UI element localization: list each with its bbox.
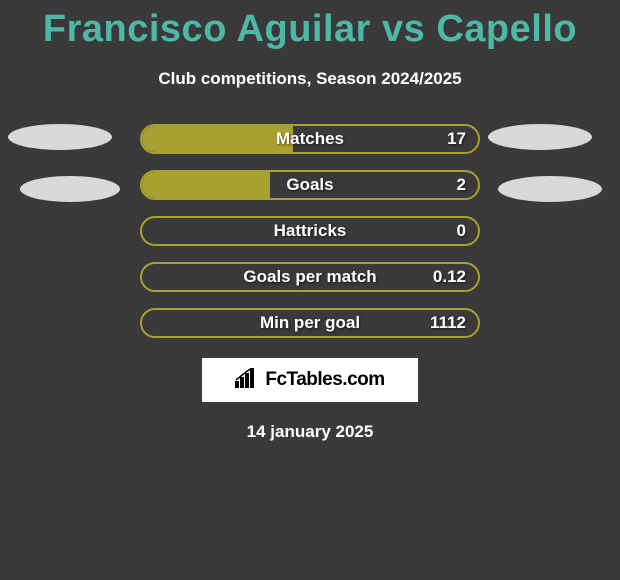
stat-row-goals-per-match: Goals per match 0.12 (140, 262, 480, 292)
stat-label: Hattricks (274, 221, 347, 241)
page-title: Francisco Aguilar vs Capello (0, 0, 620, 51)
logo-text: FcTables.com (265, 369, 384, 391)
stat-row-hattricks: Hattricks 0 (140, 216, 480, 246)
stat-label: Goals per match (243, 267, 376, 287)
stat-label: Min per goal (260, 313, 360, 333)
stat-row-matches: Matches 17 (140, 124, 480, 154)
stat-label: Goals (286, 175, 333, 195)
stat-value: 2 (457, 175, 466, 195)
bar-chart-icon (235, 368, 259, 393)
stat-fill (142, 172, 270, 198)
stat-row-goals: Goals 2 (140, 170, 480, 200)
stat-value: 17 (447, 129, 466, 149)
stat-value: 0.12 (433, 267, 466, 287)
stat-label: Matches (276, 129, 344, 149)
decor-ellipse-left-1 (8, 124, 112, 150)
stat-fill (142, 126, 293, 152)
stat-value: 0 (457, 221, 466, 241)
decor-ellipse-right-1 (488, 124, 592, 150)
decor-ellipse-right-2 (498, 176, 602, 202)
logo-box: FcTables.com (202, 358, 418, 402)
stat-value: 1112 (430, 313, 466, 333)
date-label: 14 january 2025 (0, 422, 620, 442)
stat-row-min-per-goal: Min per goal 1112 (140, 308, 480, 338)
decor-ellipse-left-2 (20, 176, 120, 202)
stats-area: Matches 17 Goals 2 Hattricks 0 Goals per… (0, 124, 620, 338)
subtitle: Club competitions, Season 2024/2025 (0, 69, 620, 89)
